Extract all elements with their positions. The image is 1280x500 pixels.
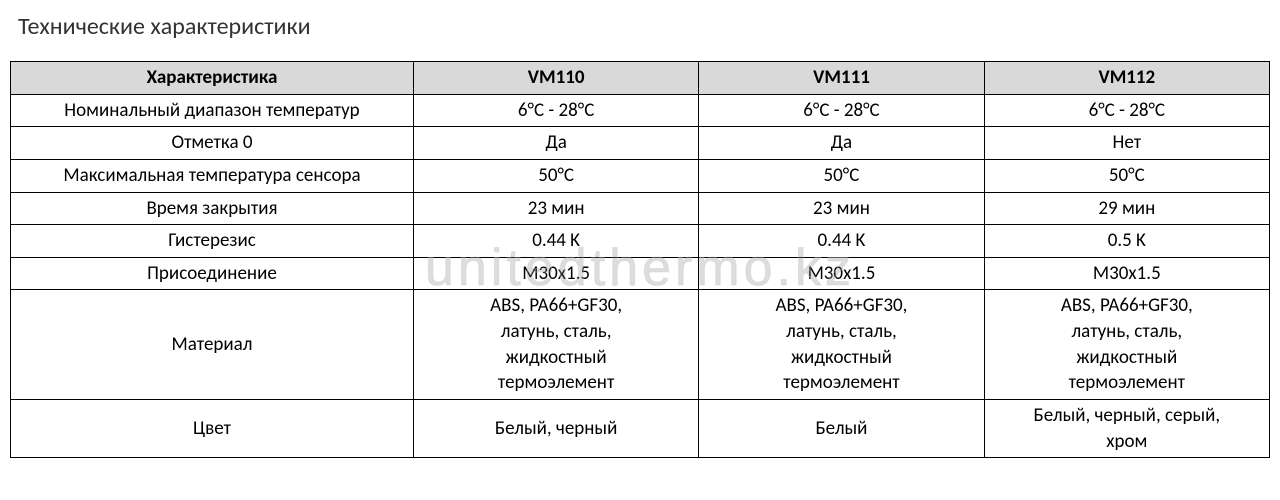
row-label: Номинальный диапазон температур [11,94,414,127]
table-header-vm112: VM112 [984,62,1269,95]
cell-value: 6°C - 28°C [413,94,698,127]
row-label: Гистерезис [11,225,414,258]
table-row: Цвет Белый, черный Белый Белый, черный, … [11,400,1270,458]
table-row: Время закрытия 23 мин 23 мин 29 мин [11,192,1270,225]
row-label: Присоединение [11,257,414,290]
row-label: Отметка 0 [11,127,414,160]
cell-value: 50°C [984,159,1269,192]
cell-value: M30x1.5 [984,257,1269,290]
page-title: Технические характеристики [10,12,1270,41]
cell-value: ABS, PA66+GF30, латунь, сталь, жидкостны… [413,290,698,400]
cell-value: 29 мин [984,192,1269,225]
table-header-vm111: VM111 [699,62,984,95]
cell-value: 23 мин [699,192,984,225]
cell-value: Нет [984,127,1269,160]
spec-table: Характеристика VM110 VM111 VM112 Номинал… [10,61,1270,458]
table-row: Материал ABS, PA66+GF30, латунь, сталь, … [11,290,1270,400]
cell-value: 0.44 K [413,225,698,258]
row-label: Время закрытия [11,192,414,225]
cell-value: 50°C [413,159,698,192]
table-row: Гистерезис 0.44 K 0.44 K 0.5 K [11,225,1270,258]
table-row: Присоединение M30x1.5 M30x1.5 M30x1.5 [11,257,1270,290]
cell-value: Белый, черный, серый, хром [984,400,1269,458]
cell-value: 0.5 K [984,225,1269,258]
cell-value: M30x1.5 [413,257,698,290]
table-header-characteristic: Характеристика [11,62,414,95]
cell-value: 0.44 K [699,225,984,258]
cell-value: 6°C - 28°C [984,94,1269,127]
cell-value: 50°C [699,159,984,192]
cell-value: Белый [699,400,984,458]
row-label: Материал [11,290,414,400]
table-row: Максимальная температура сенсора 50°C 50… [11,159,1270,192]
row-label: Максимальная температура сенсора [11,159,414,192]
cell-value: Белый, черный [413,400,698,458]
cell-value: ABS, PA66+GF30, латунь, сталь, жидкостны… [699,290,984,400]
cell-value: Да [413,127,698,160]
table-row: Номинальный диапазон температур 6°C - 28… [11,94,1270,127]
table-row: Отметка 0 Да Да Нет [11,127,1270,160]
table-header-row: Характеристика VM110 VM111 VM112 [11,62,1270,95]
table-header-vm110: VM110 [413,62,698,95]
cell-value: 6°C - 28°C [699,94,984,127]
cell-value: 23 мин [413,192,698,225]
row-label: Цвет [11,400,414,458]
cell-value: M30x1.5 [699,257,984,290]
cell-value: Да [699,127,984,160]
cell-value: ABS, PA66+GF30, латунь, сталь, жидкостны… [984,290,1269,400]
